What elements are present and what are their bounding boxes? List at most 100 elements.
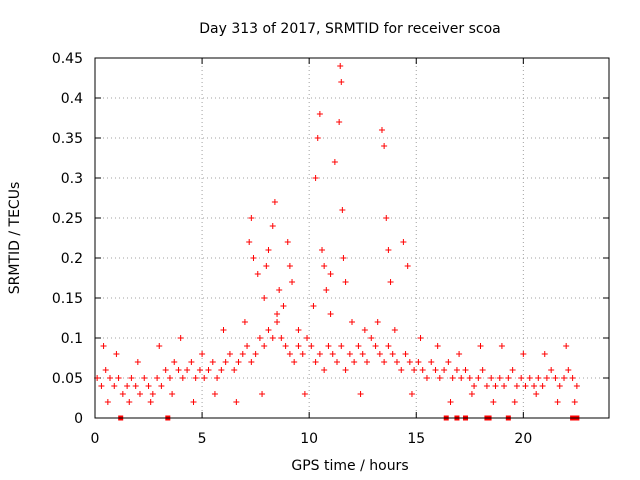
data-point	[316, 351, 323, 357]
data-point	[265, 247, 272, 253]
data-point	[169, 391, 176, 397]
data-point	[312, 175, 319, 181]
data-point	[246, 239, 253, 245]
data-point	[453, 367, 460, 373]
data-point	[402, 351, 409, 357]
data-point	[209, 359, 216, 365]
data-point	[513, 383, 520, 389]
data-point	[404, 263, 411, 269]
data-point	[149, 391, 156, 397]
data-point	[132, 383, 139, 389]
data-point	[171, 359, 178, 365]
data-point	[432, 367, 439, 373]
y-tick-label: 0.45	[52, 51, 83, 67]
data-point	[321, 367, 328, 373]
data-point	[351, 359, 358, 365]
data-point	[331, 159, 338, 165]
data-point	[175, 367, 182, 373]
data-point	[340, 255, 347, 261]
data-point	[447, 399, 454, 405]
data-point	[314, 135, 321, 141]
data-point	[154, 375, 161, 381]
data-point	[520, 351, 527, 357]
data-point	[385, 247, 392, 253]
data-point	[280, 303, 287, 309]
data-point	[361, 327, 368, 333]
data-point	[201, 375, 208, 381]
data-point	[214, 375, 221, 381]
data-point	[265, 327, 272, 333]
data-point	[233, 399, 240, 405]
data-point	[184, 367, 191, 373]
data-point	[342, 279, 349, 285]
data-point	[456, 351, 463, 357]
data-point	[295, 327, 302, 333]
data-point	[218, 367, 225, 373]
data-point	[539, 383, 546, 389]
y-tick-label: 0.1	[61, 331, 83, 347]
data-point	[398, 367, 405, 373]
data-point	[391, 327, 398, 333]
data-point	[411, 367, 418, 373]
data-point	[406, 359, 413, 365]
data-point	[342, 367, 349, 373]
data-point	[156, 343, 163, 349]
data-point	[338, 79, 345, 85]
data-point	[462, 367, 469, 373]
data-point	[319, 247, 326, 253]
data-point	[241, 319, 248, 325]
data-point	[336, 119, 343, 125]
data-point	[327, 271, 334, 277]
data-point	[284, 239, 291, 245]
data-point	[254, 271, 261, 277]
data-point	[196, 367, 203, 373]
data-point	[468, 391, 475, 397]
data-point	[526, 375, 533, 381]
data-point	[475, 375, 482, 381]
data-point	[533, 391, 540, 397]
data-point	[563, 343, 570, 349]
data-point	[334, 359, 341, 365]
data-point	[372, 343, 379, 349]
data-point	[552, 375, 559, 381]
data-point	[261, 295, 268, 301]
y-tick-label: 0.4	[61, 91, 83, 107]
data-point	[419, 367, 426, 373]
data-point	[376, 351, 383, 357]
data-point	[166, 375, 173, 381]
data-point	[428, 359, 435, 365]
data-point	[511, 399, 518, 405]
data-point	[141, 375, 148, 381]
data-point	[269, 223, 276, 229]
data-point	[250, 255, 257, 261]
data-point	[337, 63, 344, 69]
data-point	[385, 343, 392, 349]
data-point	[104, 399, 111, 405]
data-point	[543, 375, 550, 381]
data-point	[423, 375, 430, 381]
data-point	[115, 375, 122, 381]
data-point	[119, 391, 126, 397]
data-point	[323, 287, 330, 293]
data-point	[378, 127, 385, 133]
y-tick-label: 0.2	[61, 251, 83, 267]
data-point	[199, 351, 206, 357]
data-point	[98, 383, 105, 389]
data-point	[308, 343, 315, 349]
data-point	[190, 399, 197, 405]
data-point	[248, 215, 255, 221]
data-point	[259, 391, 266, 397]
data-point	[355, 343, 362, 349]
y-axis-label: SRMTID / TECUs	[7, 182, 23, 295]
data-point	[389, 351, 396, 357]
data-point	[541, 351, 548, 357]
data-point	[145, 383, 152, 389]
data-point	[408, 391, 415, 397]
data-point	[368, 335, 375, 341]
data-point	[261, 343, 268, 349]
data-point	[509, 367, 516, 373]
data-point	[488, 375, 495, 381]
data-point	[205, 367, 212, 373]
y-tick-label: 0.05	[52, 371, 83, 387]
